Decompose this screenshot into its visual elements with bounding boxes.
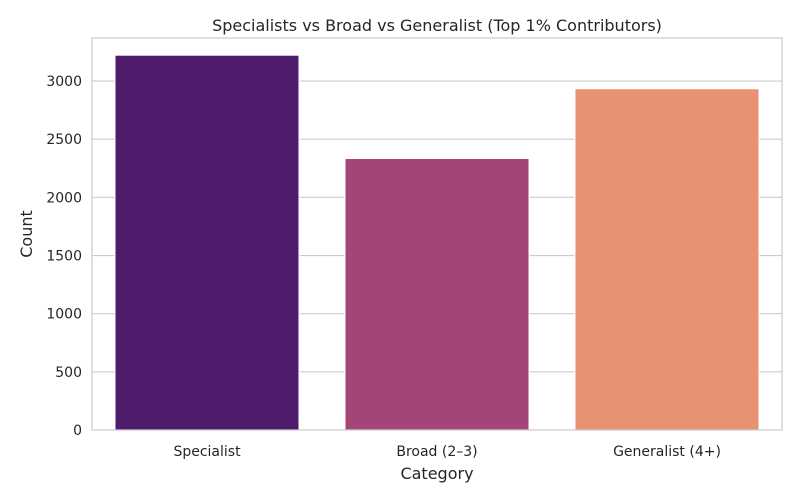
y-tick-label: 2000 — [46, 190, 82, 206]
y-tick-label: 500 — [55, 365, 82, 381]
x-tick-labels: Specialist Broad (2–3) Generalist (4+) — [173, 444, 720, 460]
bar-3 — [574, 88, 760, 431]
plot-frame — [91, 37, 783, 431]
y-tick-labels: 0 500 1000 1500 2000 2500 3000 — [46, 74, 82, 439]
y-tick-label: 1000 — [46, 307, 82, 323]
y-tick-label: 0 — [73, 423, 82, 439]
y-tick-label: 1500 — [46, 249, 82, 265]
bar-2 — [344, 158, 530, 431]
y-tick-label: 2500 — [46, 132, 82, 148]
x-axis-title: Category — [400, 464, 473, 483]
bar-1 — [114, 54, 300, 431]
chart-title: Specialists vs Broad vs Generalist (Top … — [212, 16, 662, 35]
y-axis-title: Count — [17, 210, 36, 258]
y-tick-label: 3000 — [46, 74, 82, 90]
x-tick-label: Broad (2–3) — [396, 444, 477, 460]
x-tick-label: Specialist — [173, 444, 241, 460]
x-tick-label: Generalist (4+) — [613, 444, 721, 460]
